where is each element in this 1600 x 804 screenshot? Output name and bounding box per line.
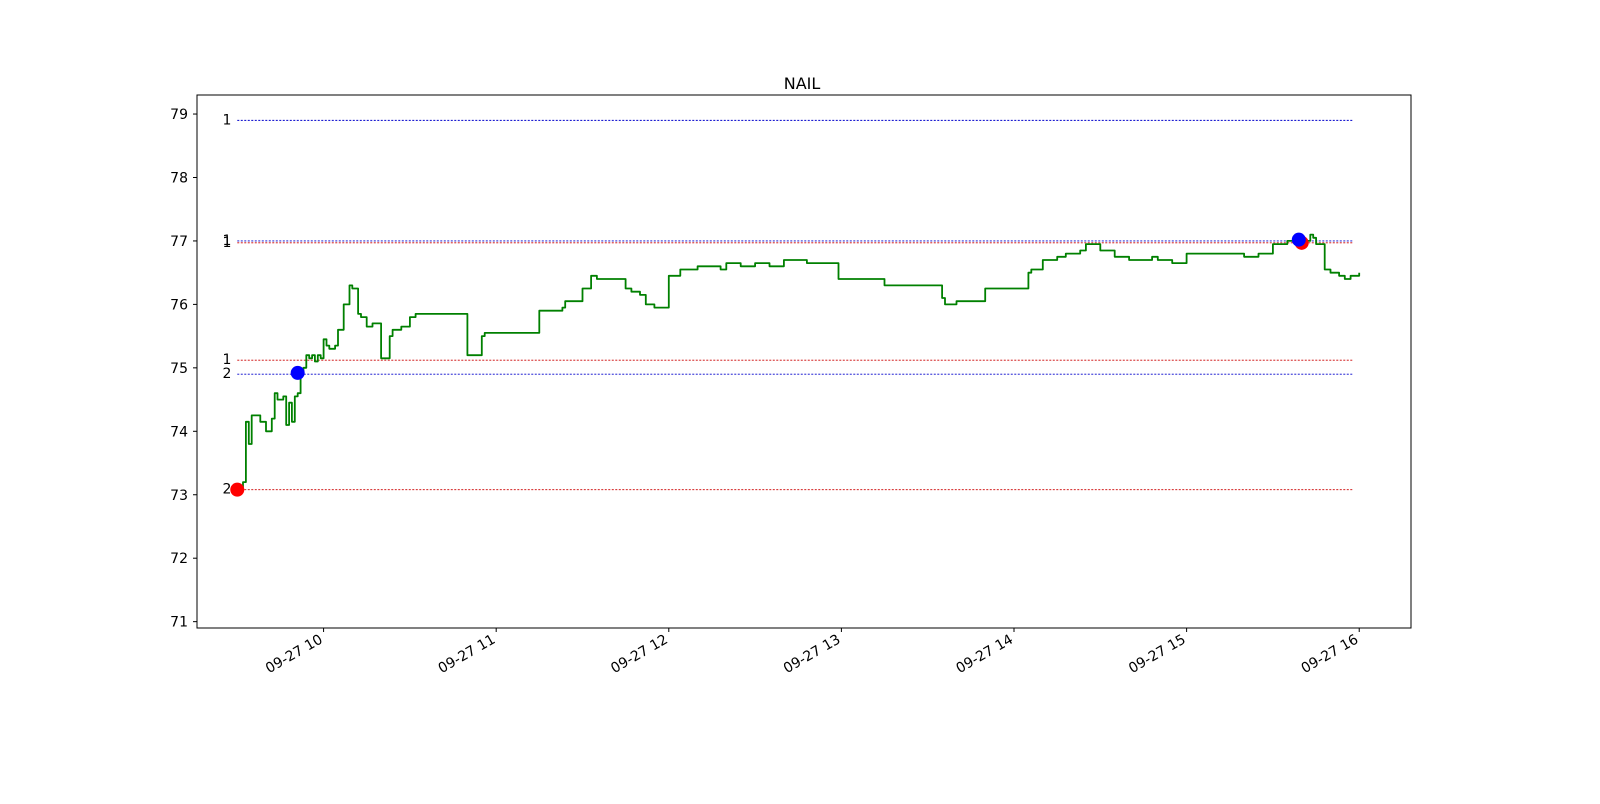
y-tick-label: 75 [170, 361, 188, 377]
level-label: 2 [223, 366, 232, 382]
trade-marker [230, 482, 245, 497]
series-layer [237, 233, 1361, 490]
level-label: 1 [223, 352, 232, 368]
y-tick-label: 71 [170, 615, 188, 631]
y-tick-label: 73 [170, 488, 188, 504]
y-tick-label: 74 [170, 424, 188, 440]
level-label: 2 [223, 482, 232, 498]
chart-title: NAIL [784, 74, 821, 93]
plot-frame [196, 94, 1412, 629]
price-series-line [237, 233, 1361, 490]
trade-marker [290, 365, 305, 380]
y-tick-label: 72 [170, 551, 188, 567]
level-label: 1 [223, 233, 232, 249]
y-tick-label: 78 [170, 170, 188, 186]
y-tick-label: 77 [170, 234, 188, 250]
level-label: 1 [223, 235, 232, 251]
y-tick-label: 76 [170, 297, 188, 313]
y-tick-label: 79 [170, 107, 188, 123]
markers-layer [230, 232, 1309, 497]
trade-marker [1291, 232, 1306, 247]
level-label: 1 [223, 112, 232, 128]
